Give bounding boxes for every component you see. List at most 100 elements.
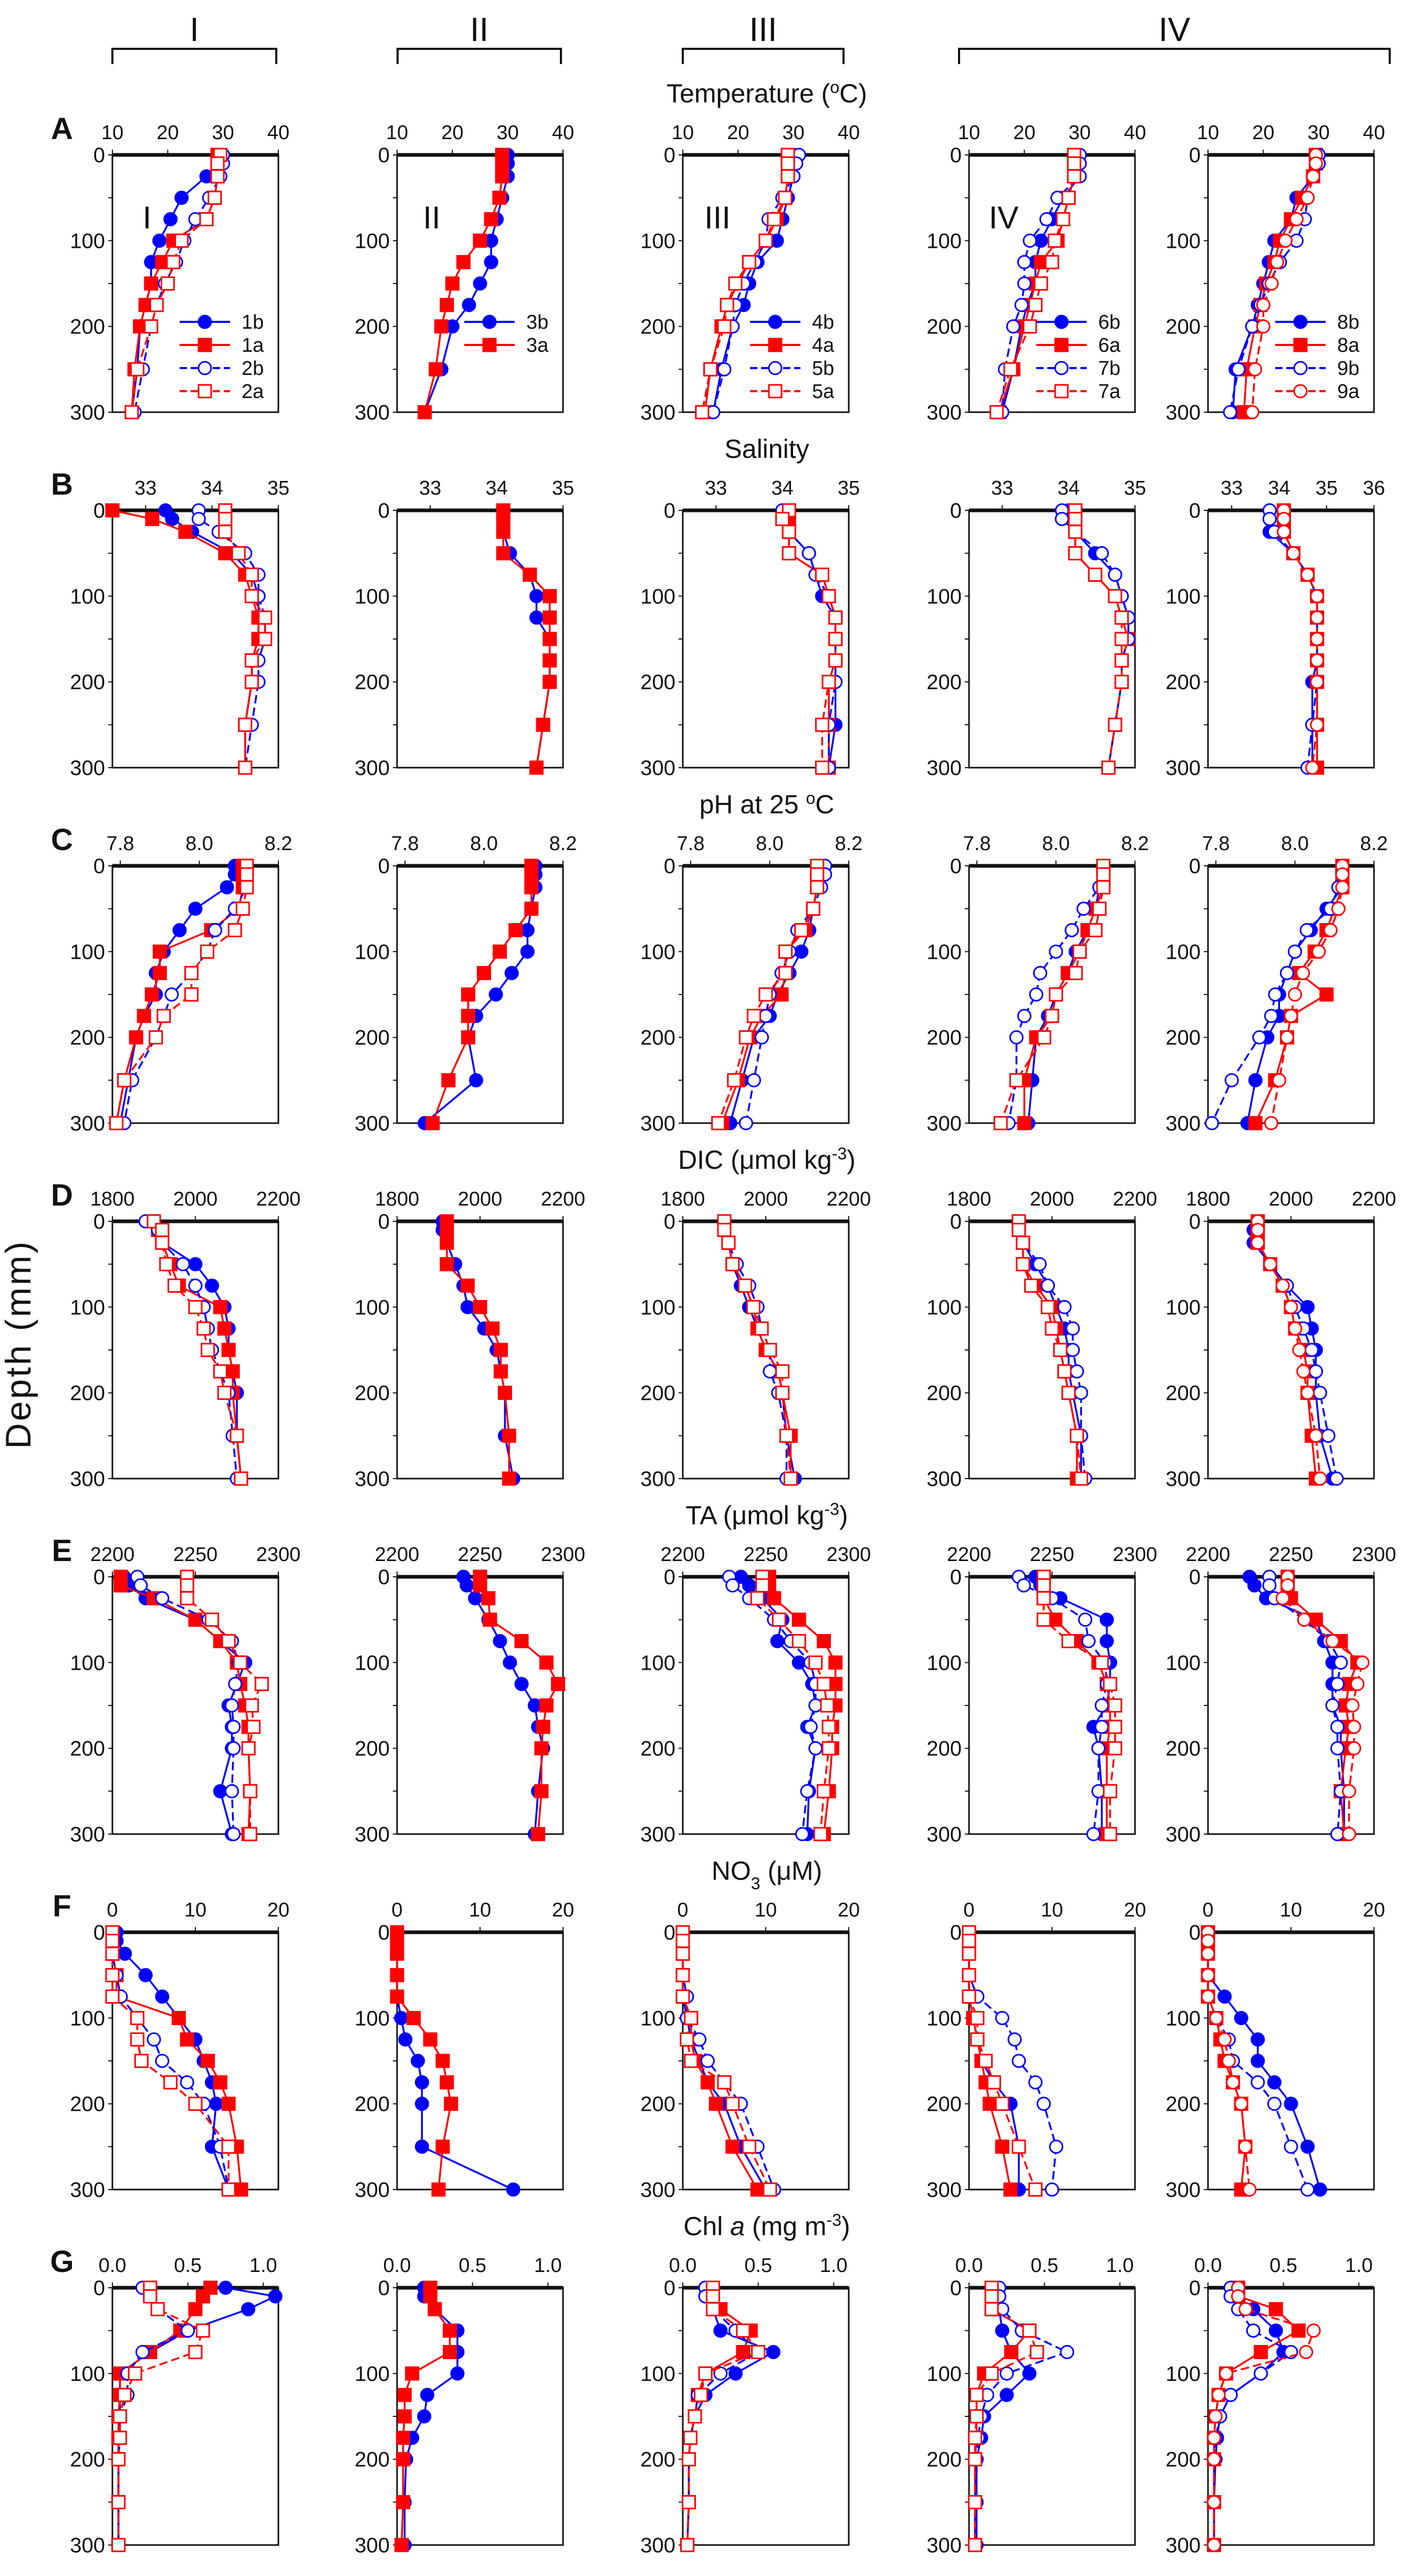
data-point: [983, 2097, 997, 2111]
data-point: [1095, 546, 1109, 561]
data-point: [111, 2452, 126, 2467]
data-point: [775, 1364, 790, 1379]
data-point: [1270, 255, 1285, 269]
y-tick-label: 0: [664, 2277, 675, 2300]
data-point: [128, 2366, 142, 2381]
data-point: [226, 1720, 241, 1734]
series-3a: [394, 2280, 457, 2552]
data-point: [112, 2431, 127, 2445]
data-point: [218, 525, 233, 539]
data-point: [713, 2323, 728, 2338]
data-point: [754, 1030, 769, 1045]
data-point: [962, 1946, 976, 1961]
data-point: [1248, 1116, 1263, 1130]
data-point: [188, 1612, 203, 1627]
data-point: [962, 1933, 976, 1948]
title-part: NO: [712, 1856, 751, 1886]
legend-item-4b: 4b: [750, 311, 834, 333]
data-point: [746, 1073, 761, 1087]
data-point: [166, 255, 181, 269]
data-point: [1254, 2366, 1268, 2381]
y-tick-label: 200: [355, 1382, 390, 1405]
data-point: [496, 511, 511, 526]
data-point: [495, 156, 509, 171]
series-5b: [717, 1214, 794, 1486]
x-tick-label: 0: [1202, 1899, 1213, 1921]
data-point: [766, 2345, 780, 2359]
legend-label: 7b: [1098, 358, 1120, 380]
data-point: [536, 717, 550, 732]
series-2a: [109, 858, 254, 1130]
panel-G-5: 0.0 0.5 1.0 0 100 200 300: [1165, 2255, 1375, 2557]
data-point: [675, 1933, 690, 1948]
data-point: [397, 2387, 412, 2402]
data-point: [693, 2387, 708, 2402]
data-point: [1308, 1364, 1323, 1379]
x-tick-label: 2300: [1113, 1544, 1158, 1566]
x-tick-label: 2300: [541, 1544, 586, 1566]
bracket-line: [958, 48, 1391, 64]
series-2a: [105, 1925, 236, 2197]
data-point: [431, 2182, 446, 2197]
row-D: DIC (μmol kg-3)D 1800 2000 2200010020030018…: [51, 1144, 1396, 1491]
data-point: [1342, 1827, 1357, 1841]
row-B: Salinity B 33 34 35 0 100 200 300 33 34 35 0 100 200 30…: [51, 434, 1385, 780]
data-point: [105, 1968, 120, 1983]
data-point: [688, 2409, 702, 2424]
title-part: ): [841, 2212, 850, 2241]
data-point: [1268, 2323, 1283, 2338]
x-tick-label: 34: [201, 477, 223, 499]
data-point: [1072, 944, 1087, 959]
y-tick-label: 0: [664, 855, 675, 878]
y-tick-label: 200: [1165, 2448, 1201, 2472]
data-point: [725, 2097, 740, 2111]
row-letter: D: [51, 1178, 73, 1212]
data-point: [1206, 2538, 1221, 2552]
data-point: [1201, 1946, 1215, 1961]
data-point: [543, 632, 557, 646]
legend-item-2b: 2b: [180, 358, 264, 380]
data-point: [188, 2345, 203, 2359]
data-point: [1040, 1279, 1055, 1293]
data-point: [1310, 589, 1325, 603]
data-point: [243, 1827, 257, 1841]
data-point: [536, 1720, 550, 1734]
x-tick-label: 20: [1252, 122, 1274, 144]
title-part: o: [806, 789, 816, 808]
data-point: [1251, 2054, 1265, 2068]
data-point: [1040, 1300, 1055, 1314]
series-9a: [1206, 2280, 1321, 2552]
data-point: [675, 1968, 690, 1983]
data-point: [180, 1578, 194, 1593]
series-line: [781, 509, 837, 768]
data-point: [1103, 1827, 1118, 1841]
data-point: [231, 546, 246, 561]
data-point: [149, 1030, 163, 1045]
row-title: Chl a (mg m-3): [683, 2211, 850, 2241]
y-tick-label: 100: [70, 1651, 105, 1674]
data-point: [995, 2323, 1009, 2338]
data-point: [1088, 568, 1102, 582]
data-point: [440, 2075, 454, 2090]
y-tick-label: 100: [640, 2007, 675, 2030]
data-point: [1201, 1968, 1215, 1983]
data-point: [1053, 1343, 1068, 1357]
data-point: [1061, 1634, 1076, 1648]
panel-G-3: 0.0 0.5 1.0 0 100 200 300: [640, 2255, 850, 2557]
series-7b: [1012, 1214, 1092, 1486]
data-point: [758, 233, 773, 248]
data-point: [105, 1989, 120, 2004]
data-point: [1275, 1591, 1290, 1606]
panel-C-1: 7.8 8.0 8.2 0 100 200 300: [70, 833, 292, 1135]
data-point: [493, 1634, 507, 1648]
data-point: [1049, 944, 1064, 959]
data-point: [1068, 525, 1082, 539]
y-tick-label: 300: [640, 1823, 675, 1846]
data-point: [711, 1116, 726, 1130]
legend-label: 1b: [242, 311, 264, 333]
data-point: [1284, 2139, 1298, 2154]
y-tick-label: 100: [640, 940, 675, 964]
group-bracket-IV: IV: [958, 11, 1391, 64]
